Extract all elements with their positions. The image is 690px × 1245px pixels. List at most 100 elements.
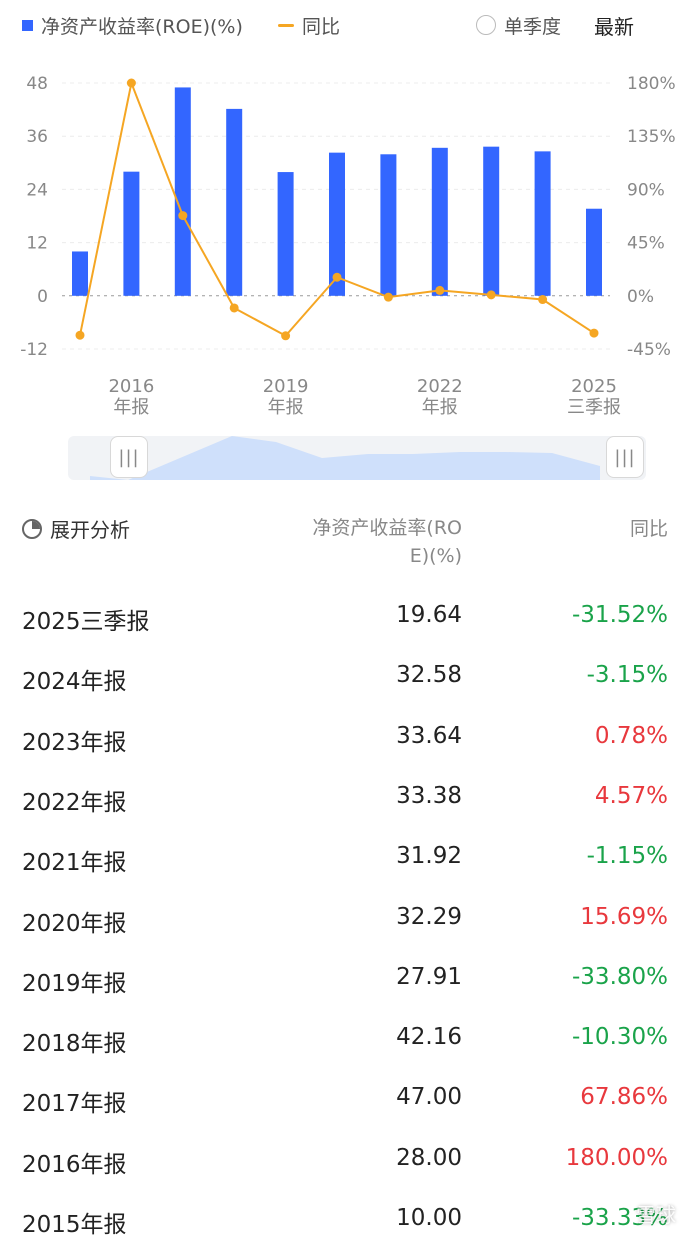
handle-grip-icon: ||| [118, 446, 140, 468]
roe-bar [483, 146, 500, 296]
row-yoy-value: -3.15% [586, 662, 668, 689]
column-header-roe[interactable]: 净资产收益率(RO E)(%) [262, 514, 462, 570]
row-yoy-value: 180.00% [565, 1144, 668, 1171]
roe-bar [174, 87, 191, 296]
row-period: 2018年报 [22, 1031, 127, 1058]
bar-swatch-icon [22, 19, 33, 31]
line-swatch-icon [278, 23, 294, 27]
y-right-tick-label: 0% [627, 287, 654, 307]
row-period: 2024年报 [22, 669, 127, 696]
row-period: 2016年报 [22, 1151, 127, 1178]
column-header-roe-line1: 净资产收益率(RO [312, 517, 462, 539]
y-left-tick-label: 24 [26, 180, 48, 200]
y-right-tick-label: -45% [627, 340, 671, 360]
single-quarter-toggle[interactable]: 单季度 [476, 10, 561, 40]
x-tick-label-period: 三季报 [567, 397, 621, 418]
single-quarter-label: 单季度 [504, 15, 562, 38]
table-row[interactable]: 2022年报 33.38 4.57% [0, 783, 690, 823]
x-tick-label-period: 年报 [422, 397, 458, 418]
y-right-tick-label: 90% [627, 180, 665, 200]
row-roe-value: 28.00 [396, 1144, 462, 1171]
x-tick-label-year: 2022 [417, 376, 463, 397]
xueqiu-watermark: 雪球 [636, 1203, 676, 1227]
roe-bar [586, 208, 602, 296]
row-roe-value: 27.91 [396, 963, 462, 990]
row-yoy-value: -1.15% [586, 843, 668, 870]
row-roe-value: 47.00 [396, 1084, 462, 1111]
yoy-point [126, 78, 136, 88]
x-tick-label-year: 2019 [263, 376, 309, 397]
radio-icon[interactable] [476, 15, 496, 35]
roe-bar [380, 154, 397, 296]
roe-bar [123, 171, 140, 296]
latest-label: 最新 [594, 14, 634, 39]
row-period: 2015年报 [22, 1212, 127, 1238]
roe-bar [72, 251, 88, 296]
y-right-tick-label: 45% [627, 234, 665, 254]
row-yoy-value: -33.33% [572, 1205, 668, 1231]
yoy-point [486, 290, 496, 300]
column-header-roe-line2: E)(%) [409, 545, 462, 567]
yoy-point [435, 285, 445, 295]
slider-preview-area [90, 436, 600, 480]
y-left-tick-label: 0 [37, 287, 48, 307]
table-row[interactable]: 2020年报 32.29 15.69% [0, 904, 690, 944]
row-period: 2022年报 [22, 789, 127, 816]
yoy-point [332, 272, 342, 282]
y-left-tick-label: 12 [26, 234, 48, 254]
y-left-tick-label: -12 [20, 340, 48, 360]
row-yoy-value: 67.86% [580, 1084, 668, 1111]
legend-roe[interactable]: 净资产收益率(ROE)(%) [22, 10, 243, 40]
row-yoy-value: 0.78% [594, 722, 668, 749]
roe-bar [329, 152, 345, 296]
row-yoy-value: -31.52% [572, 602, 668, 628]
table-row[interactable]: 2016年报 28.00 180.00% [0, 1145, 690, 1185]
legend-yoy-label: 同比 [302, 15, 341, 38]
table-row[interactable]: 2015年报 10.00 -33.33% [0, 1205, 690, 1245]
slider-left-handle[interactable]: ||| [110, 436, 148, 478]
latest-button[interactable]: 最新 [594, 10, 634, 40]
table-row[interactable]: 2025三季报 19.64 -31.52% [0, 602, 690, 642]
row-yoy-value: 4.57% [594, 782, 668, 809]
column-header-yoy[interactable]: 同比 [629, 518, 668, 540]
roe-bar [534, 151, 551, 296]
handle-grip-icon: ||| [614, 446, 636, 468]
row-period: 2023年报 [22, 729, 127, 756]
range-slider[interactable]: ||| ||| [68, 436, 646, 480]
yoy-point [75, 330, 85, 340]
expand-analysis-label: 展开分析 [50, 518, 130, 542]
table-row[interactable]: 2021年报 31.92 -1.15% [0, 843, 690, 883]
table-row[interactable]: 2024年报 32.58 -3.15% [0, 662, 690, 702]
table-header: 展开分析 净资产收益率(RO E)(%) 同比 [0, 514, 690, 574]
legend-yoy[interactable]: 同比 [278, 10, 340, 40]
row-period: 2017年报 [22, 1091, 127, 1118]
row-yoy-value: 15.69% [580, 903, 668, 930]
x-tick-label-year: 2025 [571, 376, 617, 397]
yoy-point [589, 328, 599, 338]
x-tick-label-period: 年报 [113, 397, 149, 418]
row-roe-value: 33.38 [396, 782, 462, 809]
roe-chart[interactable]: 48 180%36 135%24 90%12 45%0 0%-12 -45%2016年报20… [0, 0, 690, 430]
y-right-tick-label: 135% [627, 127, 676, 147]
table-row[interactable]: 2018年报 42.16 -10.30% [0, 1024, 690, 1064]
expand-analysis-button[interactable]: 展开分析 [22, 514, 130, 543]
row-roe-value: 10.00 [396, 1205, 462, 1231]
row-roe-value: 31.92 [396, 843, 462, 870]
roe-bar [226, 108, 243, 296]
x-tick-label-year: 2016 [108, 376, 154, 397]
slider-right-handle[interactable]: ||| [606, 436, 644, 478]
y-left-tick-label: 36 [26, 127, 48, 147]
roe-bar [431, 147, 448, 296]
x-tick-label-period: 年报 [268, 397, 304, 418]
legend-roe-label: 净资产收益率(ROE)(%) [41, 15, 243, 38]
yoy-point [538, 295, 548, 305]
row-period: 2020年报 [22, 910, 127, 937]
row-period: 2021年报 [22, 850, 127, 877]
pie-chart-icon [22, 518, 42, 539]
row-yoy-value: -10.30% [572, 1024, 668, 1051]
row-roe-value: 19.64 [396, 602, 462, 628]
table-row[interactable]: 2017年报 47.00 67.86% [0, 1084, 690, 1124]
row-yoy-value: -33.80% [572, 963, 668, 990]
table-row[interactable]: 2023年报 33.64 0.78% [0, 723, 690, 763]
table-row[interactable]: 2019年报 27.91 -33.80% [0, 964, 690, 1004]
